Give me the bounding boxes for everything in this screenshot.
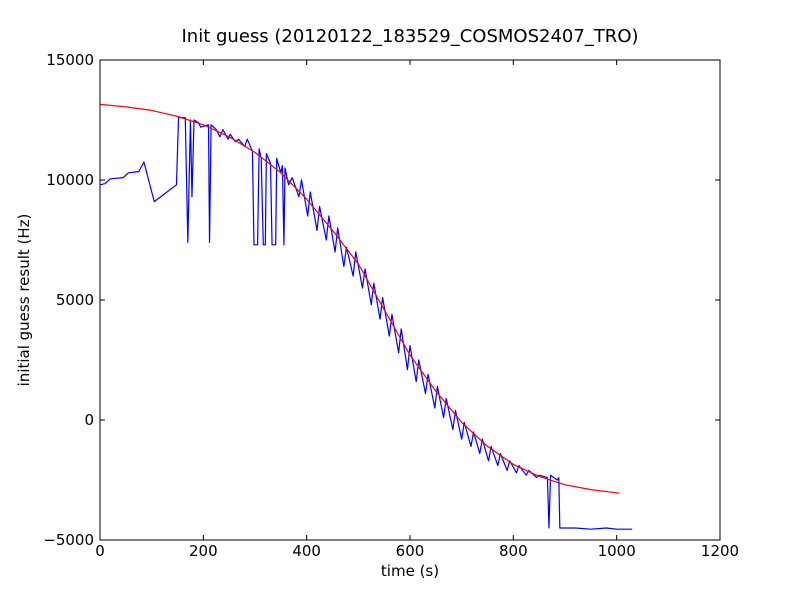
plot-frame — [99, 59, 721, 541]
y-tick-label: 10000 — [46, 171, 94, 189]
y-tick-label: 15000 — [46, 51, 94, 69]
x-axis-label: time (s) — [381, 562, 439, 580]
chart-title: Init guess (20120122_183529_COSMOS2407_T… — [181, 26, 638, 47]
x-tick-label: 200 — [189, 542, 218, 560]
y-axis-label: initial guess result (Hz) — [15, 214, 33, 387]
x-tick-label: 800 — [499, 542, 528, 560]
x-tick-label: 0 — [95, 542, 105, 560]
y-tick-label: 0 — [84, 411, 94, 429]
data-line — [99, 117, 633, 530]
y-tick-label: 5000 — [56, 291, 94, 309]
x-tick-label: 1200 — [701, 542, 739, 560]
x-tick-label: 400 — [292, 542, 321, 560]
x-tick-label: 1000 — [598, 542, 636, 560]
x-tick-label: 600 — [396, 542, 425, 560]
y-tick-label: −5000 — [43, 531, 94, 549]
data-line — [99, 103, 620, 494]
